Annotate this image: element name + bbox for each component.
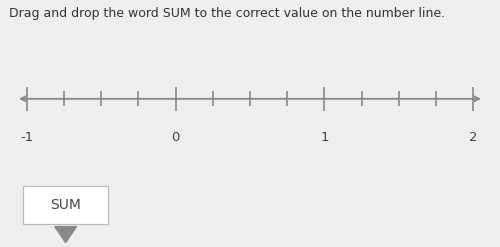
Polygon shape xyxy=(55,226,76,243)
Text: 0: 0 xyxy=(172,131,180,144)
FancyBboxPatch shape xyxy=(24,186,108,224)
Text: 2: 2 xyxy=(469,131,478,144)
Text: 1: 1 xyxy=(320,131,328,144)
Text: -1: -1 xyxy=(20,131,34,144)
Text: SUM: SUM xyxy=(50,198,81,212)
Text: Drag and drop the word SUM to the correct value on the number line.: Drag and drop the word SUM to the correc… xyxy=(9,7,445,21)
